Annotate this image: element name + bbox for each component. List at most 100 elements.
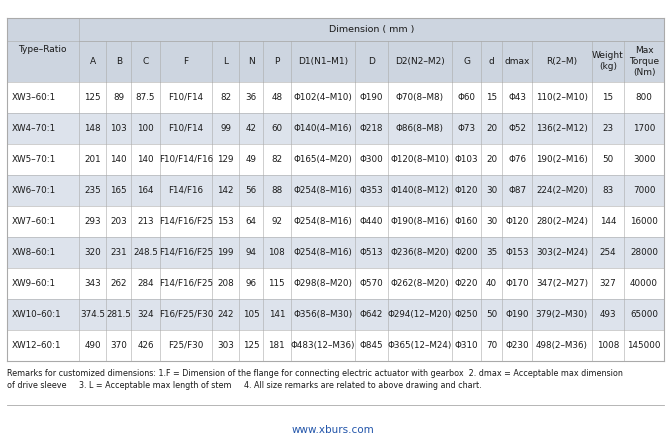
Text: 30: 30	[486, 185, 498, 194]
Text: 125: 125	[85, 93, 101, 102]
Text: Dimension ( mm ): Dimension ( mm )	[329, 25, 414, 34]
Text: 48: 48	[271, 93, 282, 102]
Text: 303: 303	[217, 340, 234, 349]
Text: 49: 49	[246, 155, 257, 164]
Text: L: L	[223, 57, 228, 66]
Text: XW3–60:1: XW3–60:1	[12, 93, 56, 102]
Text: 498(2–M36): 498(2–M36)	[536, 340, 588, 349]
Text: 92: 92	[271, 216, 282, 226]
Text: 242: 242	[218, 310, 234, 319]
Text: XW6–70:1: XW6–70:1	[12, 185, 56, 194]
Text: 190(2–M16): 190(2–M16)	[536, 155, 588, 164]
Text: Φ356(8–M30): Φ356(8–M30)	[293, 310, 352, 319]
Text: 140: 140	[111, 155, 127, 164]
Text: 208: 208	[217, 279, 234, 288]
Text: Φ120: Φ120	[505, 216, 529, 226]
Text: Φ298(8–M20): Φ298(8–M20)	[294, 279, 352, 288]
Text: 94: 94	[246, 248, 257, 257]
Text: 303(2–M24): 303(2–M24)	[536, 248, 588, 257]
Text: G: G	[463, 57, 470, 66]
Text: 490: 490	[85, 340, 101, 349]
Text: F14/F16/F25: F14/F16/F25	[159, 279, 213, 288]
Text: B: B	[116, 57, 122, 66]
Text: Type–Ratio: Type–Ratio	[19, 45, 67, 54]
Text: Φ483(12–M36): Φ483(12–M36)	[290, 340, 355, 349]
Text: 141: 141	[268, 310, 285, 319]
Text: Max
Torque
(Nm): Max Torque (Nm)	[629, 46, 659, 77]
Text: Φ230: Φ230	[505, 340, 529, 349]
Text: 23: 23	[603, 124, 613, 133]
Text: Φ440: Φ440	[360, 216, 383, 226]
Text: 1700: 1700	[633, 124, 655, 133]
Text: 374.5: 374.5	[80, 310, 105, 319]
Text: 129: 129	[218, 155, 234, 164]
Text: 327: 327	[599, 279, 616, 288]
Text: Φ70(8–M8): Φ70(8–M8)	[396, 93, 444, 102]
Text: 110(2–M10): 110(2–M10)	[536, 93, 588, 102]
Text: 3000: 3000	[633, 155, 655, 164]
Text: 96: 96	[246, 279, 257, 288]
Text: 493: 493	[599, 310, 616, 319]
Text: 145000: 145000	[627, 340, 661, 349]
Text: 50: 50	[486, 310, 498, 319]
Text: 83: 83	[602, 185, 613, 194]
Text: 153: 153	[217, 216, 234, 226]
Text: Weight
(kg): Weight (kg)	[592, 52, 624, 71]
Text: 20: 20	[486, 124, 497, 133]
Text: 40000: 40000	[630, 279, 658, 288]
Text: Φ160: Φ160	[455, 216, 478, 226]
Text: Φ218: Φ218	[360, 124, 383, 133]
Text: 370: 370	[111, 340, 127, 349]
Text: Φ60: Φ60	[458, 93, 476, 102]
Text: www.xburs.com: www.xburs.com	[292, 425, 374, 435]
Text: Φ570: Φ570	[360, 279, 384, 288]
Text: 148: 148	[85, 124, 101, 133]
Text: 136(2–M12): 136(2–M12)	[536, 124, 588, 133]
Text: Φ254(8–M16): Φ254(8–M16)	[294, 248, 352, 257]
Bar	[7, 82, 664, 112]
Text: Φ87: Φ87	[508, 185, 526, 194]
Text: 115: 115	[268, 279, 285, 288]
Bar	[7, 18, 664, 361]
Text: F14/F16/F25: F14/F16/F25	[159, 248, 213, 257]
Text: XW5–70:1: XW5–70:1	[12, 155, 56, 164]
Text: 30: 30	[486, 216, 498, 226]
Text: Φ140(8–M12): Φ140(8–M12)	[390, 185, 450, 194]
Text: 281.5: 281.5	[107, 310, 131, 319]
Text: Φ102(4–M10): Φ102(4–M10)	[294, 93, 352, 102]
Text: 140: 140	[137, 155, 154, 164]
Text: Φ190: Φ190	[360, 93, 383, 102]
Text: Φ365(12–M24): Φ365(12–M24)	[388, 340, 452, 349]
Text: Φ43: Φ43	[508, 93, 526, 102]
Text: F10/F14: F10/F14	[168, 124, 204, 133]
Text: 201: 201	[85, 155, 101, 164]
Text: 1008: 1008	[597, 340, 619, 349]
Text: 379(2–M30): 379(2–M30)	[535, 310, 588, 319]
Text: F10/F14/F16: F10/F14/F16	[159, 155, 213, 164]
Text: C: C	[143, 57, 149, 66]
Text: Φ76: Φ76	[508, 155, 526, 164]
Text: 20: 20	[486, 155, 497, 164]
Text: 142: 142	[218, 185, 234, 194]
Text: 320: 320	[84, 248, 101, 257]
Text: 15: 15	[603, 93, 613, 102]
Text: Φ513: Φ513	[360, 248, 383, 257]
Text: 82: 82	[271, 155, 282, 164]
Text: R(2–M): R(2–M)	[546, 57, 577, 66]
Text: Φ642: Φ642	[360, 310, 383, 319]
Text: 224(2–M20): 224(2–M20)	[536, 185, 588, 194]
Text: Φ236(8–M20): Φ236(8–M20)	[390, 248, 450, 257]
Text: Φ120: Φ120	[455, 185, 478, 194]
Text: 15: 15	[486, 93, 497, 102]
Text: F16/F25/F30: F16/F25/F30	[159, 310, 213, 319]
Text: 103: 103	[111, 124, 127, 133]
Text: Φ86(8–M8): Φ86(8–M8)	[396, 124, 444, 133]
Text: Φ262(8–M20): Φ262(8–M20)	[390, 279, 450, 288]
Text: D: D	[368, 57, 375, 66]
Text: 343: 343	[84, 279, 101, 288]
Bar	[7, 267, 664, 299]
Text: 800: 800	[635, 93, 653, 102]
Text: XW4–70:1: XW4–70:1	[12, 124, 56, 133]
Text: 181: 181	[268, 340, 285, 349]
Text: 213: 213	[137, 216, 154, 226]
